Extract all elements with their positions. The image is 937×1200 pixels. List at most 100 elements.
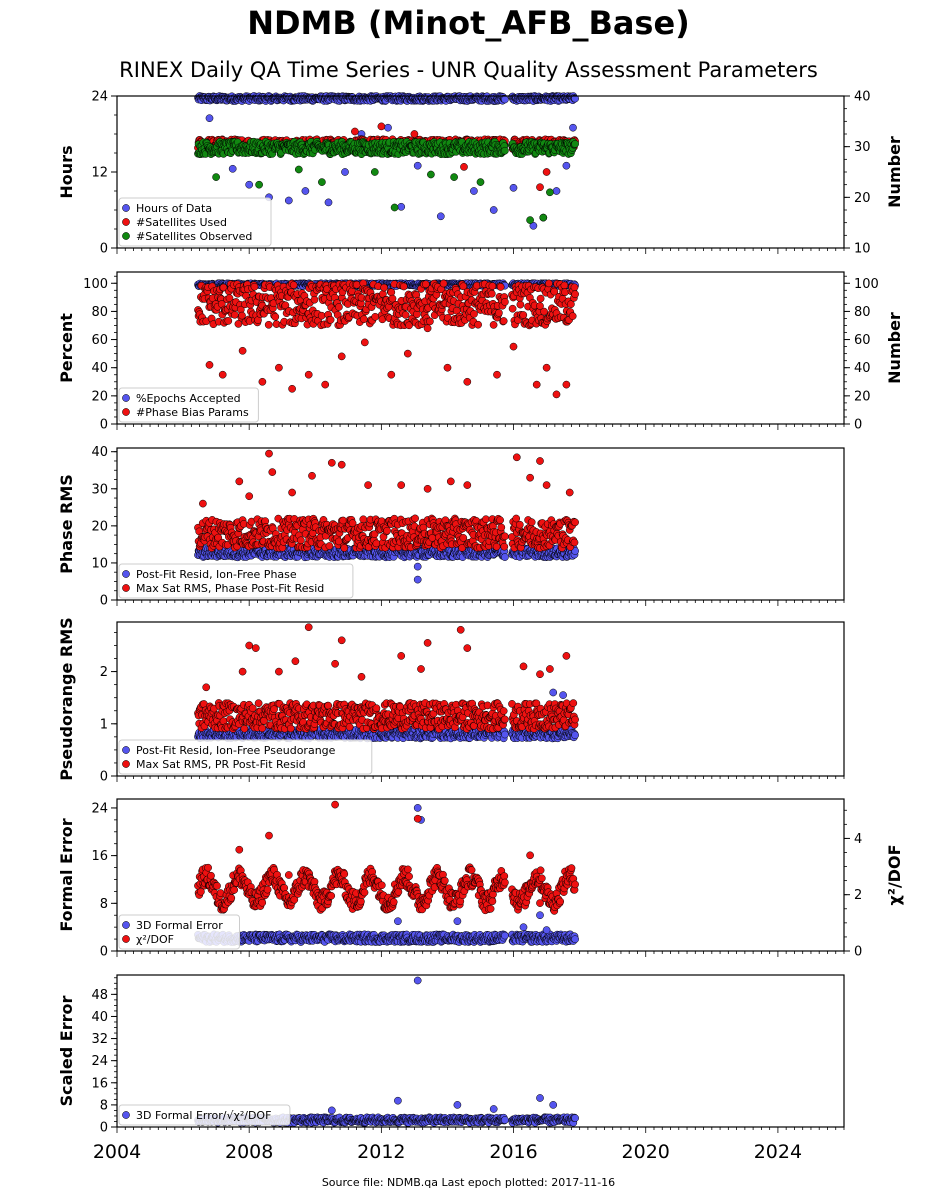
outlier-point-2	[443, 363, 452, 372]
series-points	[194, 279, 579, 399]
data-point-2	[545, 279, 553, 288]
outlier-point-2	[258, 377, 267, 386]
outlier-point-2	[446, 477, 455, 486]
outlier-point-2	[275, 363, 283, 372]
figure-title: NDMB (Minot_AFB_Base)	[247, 4, 690, 42]
data-point-2	[224, 317, 233, 325]
data-point-2	[570, 538, 579, 547]
outlier-point-1	[569, 123, 577, 132]
outlier-point-2	[199, 499, 207, 508]
outlier-point-2	[364, 481, 372, 489]
y2-tick-label: 0	[854, 418, 862, 433]
data-point-2	[326, 315, 335, 324]
outlier-point-3	[255, 180, 263, 189]
data-point-2	[439, 279, 448, 288]
data-point-2	[508, 304, 517, 313]
legend-entry: #Phase Bias Params	[136, 406, 249, 419]
data-point-2	[515, 520, 524, 529]
data-point-2	[501, 298, 509, 306]
outlier-point-2	[410, 130, 419, 138]
data-point-2	[335, 303, 343, 311]
outlier-point-2	[526, 473, 534, 482]
y-axis-label: Hours	[57, 145, 76, 198]
outlier-point-2	[562, 380, 571, 389]
outlier-point-1	[470, 187, 478, 195]
outlier-point-1	[413, 575, 422, 584]
outlier-point-3	[370, 168, 379, 176]
y2-tick-label: 20	[854, 191, 871, 206]
x-ticks	[116, 424, 845, 430]
data-point-2	[271, 312, 280, 321]
data-point-2	[571, 518, 579, 527]
outlier-point-1	[413, 161, 422, 170]
series-points	[194, 449, 579, 584]
data-point-2	[359, 515, 368, 524]
data-point-2	[250, 282, 259, 291]
y-tick-label: 40	[91, 361, 108, 376]
outlier-point-3	[318, 178, 326, 186]
data-point-2	[289, 281, 298, 289]
series-points	[194, 623, 579, 743]
data-point-2	[501, 532, 509, 541]
y-tick-label: 60	[91, 333, 108, 348]
outlier-point-1	[301, 187, 310, 195]
outlier-point-1	[284, 196, 293, 205]
outlier-point-3	[546, 188, 554, 197]
legend-marker	[122, 218, 130, 226]
data-point-2	[230, 310, 239, 319]
outlier-point-1	[205, 114, 214, 123]
y-tick-label: 20	[91, 519, 108, 534]
outlier-point-2	[463, 481, 472, 489]
outlier-point-3	[294, 165, 303, 174]
outlier-point-2	[509, 342, 518, 351]
outlier-point-2	[387, 370, 396, 379]
outlier-point-2	[351, 127, 359, 136]
outlier-point-1	[341, 168, 349, 176]
y2-tick-label: 40	[854, 361, 871, 376]
outlier-point-2	[493, 370, 501, 379]
legend-marker	[122, 584, 130, 592]
outlier-point-2	[337, 352, 346, 361]
outlier-point-2	[265, 449, 273, 458]
outlier-point-2	[238, 346, 247, 355]
data-point-2	[371, 312, 380, 321]
outlier-point-2	[536, 183, 544, 192]
outlier-point-3	[539, 213, 548, 222]
data-point-2	[470, 310, 478, 318]
legend-entry: Max Sat RMS, Phase Post-Fit Resid	[136, 582, 324, 595]
panel-percent: 020406080100Percent020406080100Number%Ep…	[57, 271, 904, 433]
data-point-3	[571, 140, 579, 148]
y2-tick-label: 20	[854, 389, 871, 404]
y-tick-label: 0	[100, 594, 108, 609]
data-point-2	[264, 320, 273, 329]
outlier-point-2	[403, 349, 412, 358]
outlier-point-2	[288, 488, 296, 497]
data-point-2	[496, 516, 504, 524]
data-point-2	[387, 288, 396, 297]
data-point-2	[489, 321, 498, 329]
y2-tick-label: 30	[854, 140, 871, 155]
data-point-2	[297, 536, 305, 545]
y-axis-label: Percent	[57, 313, 76, 383]
data-point-2	[571, 290, 579, 299]
outlier-point-2	[460, 163, 468, 171]
data-point-2	[310, 295, 319, 304]
data-point-2	[488, 282, 497, 290]
legend-entry: Hours of Data	[136, 202, 212, 215]
outlier-point-1	[489, 206, 498, 214]
legend: Hours of Data#Satellites Used#Satellites…	[118, 197, 272, 247]
outlier-point-2	[304, 370, 313, 379]
data-point-2	[495, 309, 503, 317]
legend-marker	[122, 204, 130, 212]
data-point-2	[383, 526, 391, 535]
outlier-point-2	[321, 380, 330, 389]
data-point-2	[499, 317, 508, 325]
outlier-point-2	[423, 324, 432, 333]
legend-entry: #Satellites Observed	[136, 230, 252, 243]
data-point-2	[527, 518, 536, 527]
data-point-2	[536, 294, 545, 303]
